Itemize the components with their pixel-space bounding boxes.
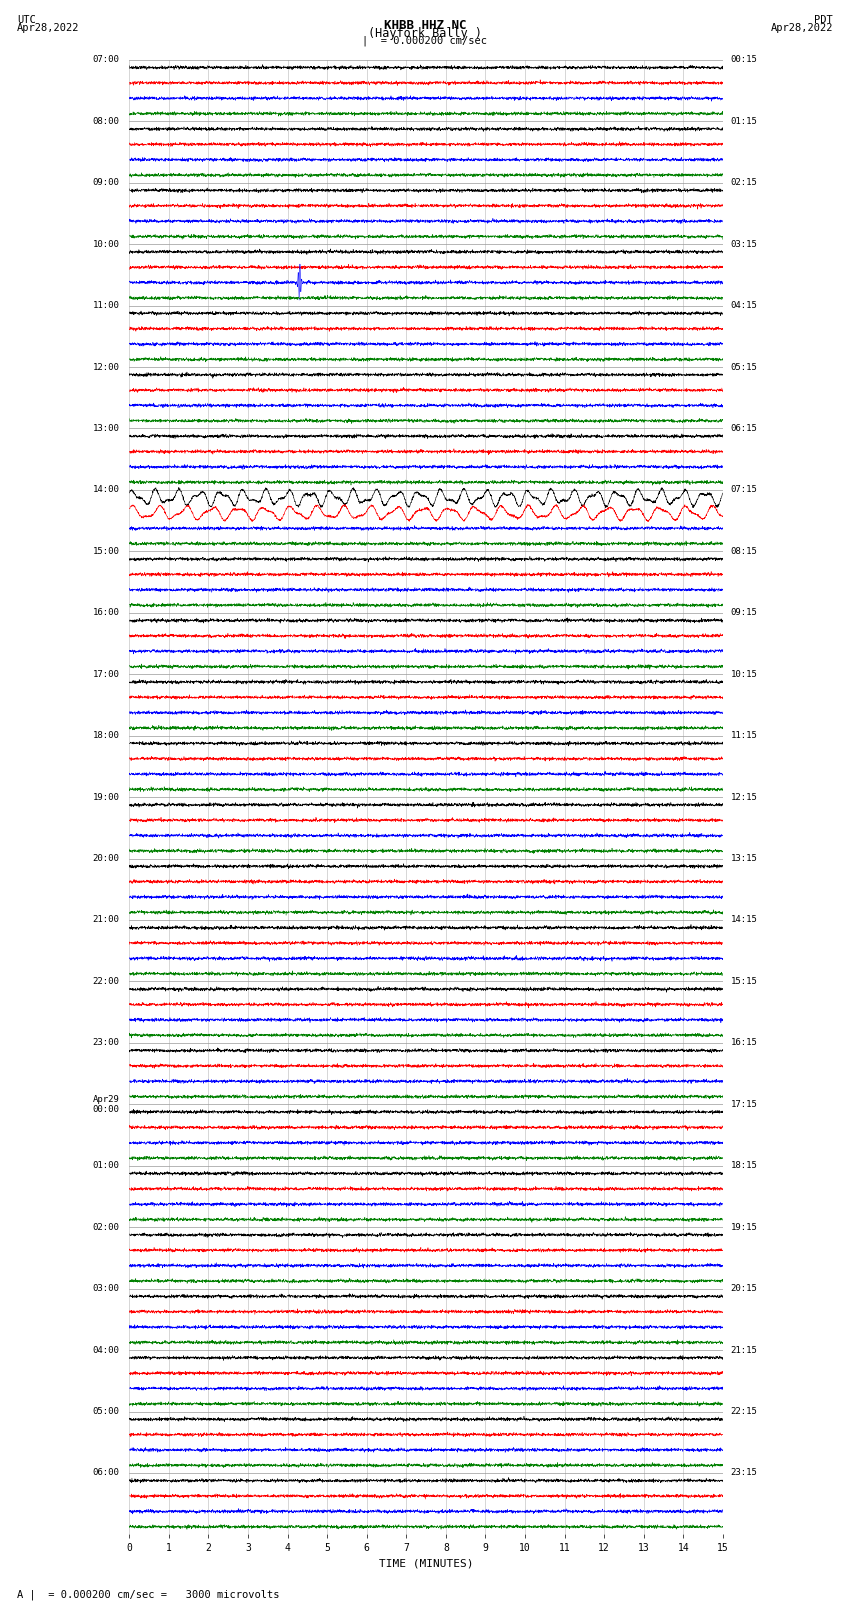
Text: Apr29
00:00: Apr29 00:00	[93, 1095, 120, 1115]
Text: 22:00: 22:00	[93, 977, 120, 986]
Text: A |  = 0.000200 cm/sec =   3000 microvolts: A | = 0.000200 cm/sec = 3000 microvolts	[17, 1589, 280, 1600]
Text: 17:15: 17:15	[731, 1100, 757, 1108]
Text: 21:00: 21:00	[93, 916, 120, 924]
Text: 14:15: 14:15	[731, 916, 757, 924]
Text: 20:00: 20:00	[93, 853, 120, 863]
Text: Apr28,2022: Apr28,2022	[17, 23, 80, 32]
Text: UTC: UTC	[17, 15, 36, 24]
Text: 06:15: 06:15	[731, 424, 757, 432]
Text: 10:00: 10:00	[93, 240, 120, 248]
Text: 15:15: 15:15	[731, 977, 757, 986]
Text: (Hayfork Bally ): (Hayfork Bally )	[368, 27, 482, 40]
Text: |  = 0.000200 cm/sec: | = 0.000200 cm/sec	[362, 35, 488, 47]
Text: 01:15: 01:15	[731, 116, 757, 126]
Text: 03:15: 03:15	[731, 240, 757, 248]
Text: 13:00: 13:00	[93, 424, 120, 432]
Text: 10:15: 10:15	[731, 669, 757, 679]
Text: 01:00: 01:00	[93, 1161, 120, 1171]
Text: 07:00: 07:00	[93, 55, 120, 65]
Text: 03:00: 03:00	[93, 1284, 120, 1294]
Text: 22:15: 22:15	[731, 1407, 757, 1416]
Text: 12:15: 12:15	[731, 792, 757, 802]
Text: 14:00: 14:00	[93, 486, 120, 495]
Text: 05:15: 05:15	[731, 363, 757, 371]
Text: 11:00: 11:00	[93, 302, 120, 310]
Text: 02:15: 02:15	[731, 177, 757, 187]
Text: 11:15: 11:15	[731, 731, 757, 740]
Text: 02:00: 02:00	[93, 1223, 120, 1232]
Text: 18:00: 18:00	[93, 731, 120, 740]
Text: 17:00: 17:00	[93, 669, 120, 679]
Text: 07:15: 07:15	[731, 486, 757, 495]
Text: 12:00: 12:00	[93, 363, 120, 371]
Text: 19:15: 19:15	[731, 1223, 757, 1232]
Text: 09:00: 09:00	[93, 177, 120, 187]
Text: 16:00: 16:00	[93, 608, 120, 618]
Text: Apr28,2022: Apr28,2022	[770, 23, 833, 32]
Text: 20:15: 20:15	[731, 1284, 757, 1294]
Text: 19:00: 19:00	[93, 792, 120, 802]
Text: 15:00: 15:00	[93, 547, 120, 556]
Text: 04:00: 04:00	[93, 1345, 120, 1355]
Text: PDT: PDT	[814, 15, 833, 24]
Text: 16:15: 16:15	[731, 1039, 757, 1047]
Text: KHBB HHZ NC: KHBB HHZ NC	[383, 19, 467, 32]
X-axis label: TIME (MINUTES): TIME (MINUTES)	[379, 1560, 473, 1569]
Text: 23:00: 23:00	[93, 1039, 120, 1047]
Text: 09:15: 09:15	[731, 608, 757, 618]
Text: 05:00: 05:00	[93, 1407, 120, 1416]
Text: 00:15: 00:15	[731, 55, 757, 65]
Text: 06:00: 06:00	[93, 1468, 120, 1478]
Text: 23:15: 23:15	[731, 1468, 757, 1478]
Text: 21:15: 21:15	[731, 1345, 757, 1355]
Text: 13:15: 13:15	[731, 853, 757, 863]
Text: 08:00: 08:00	[93, 116, 120, 126]
Text: 18:15: 18:15	[731, 1161, 757, 1171]
Text: 08:15: 08:15	[731, 547, 757, 556]
Text: 04:15: 04:15	[731, 302, 757, 310]
